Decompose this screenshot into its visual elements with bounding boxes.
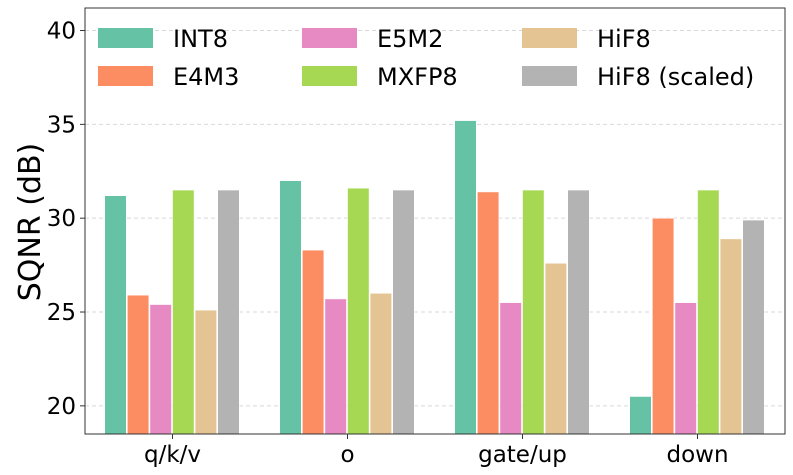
plot-frame [84,7,786,435]
bar-e5m2-gate-up [499,302,522,435]
legend-swatch [302,66,357,86]
x-tick-label: o [340,442,354,468]
bar-hif8-scaled-down [742,219,765,435]
legend-swatch [98,66,153,86]
x-tick-label: q/k/v [144,442,201,468]
x-axis-ticks: q/k/v o gate/up down [144,434,729,468]
legend-label: E5M2 [377,25,443,53]
bar-mxfp8-down [697,189,720,435]
bar-int8-o [279,180,302,435]
legend-label: MXFP8 [377,63,458,91]
bar-int8-gate-up [454,120,477,435]
x-tick-label: down [666,442,728,468]
bar-hif8-gate-up [544,262,567,435]
bar-hif8-down [719,238,742,435]
legend-swatch [302,28,357,48]
bars [104,120,765,435]
bar-hif8-scaled-o [392,189,415,435]
bar-int8-q-k-v [104,195,127,435]
y-tick-label: 40 [47,19,76,45]
y-tick-label: 35 [47,112,76,138]
bar-e5m2-q-k-v [149,304,172,435]
bar-hif8-q-k-v [194,309,218,435]
bar-e5m2-o [324,298,347,435]
legend: INT8 E4M3 E5M2 MXFP8 HiF8 HiF8 (scaled) [98,25,754,91]
y-axis-label: SQNR (dB) [13,143,48,302]
bar-mxfp8-gate-up [522,189,545,435]
y-axis-ticks: 20 25 30 35 40 [47,19,85,420]
legend-label: HiF8 (scaled) [597,63,754,91]
y-tick-label: 25 [47,300,76,326]
bar-e5m2-down [674,302,697,435]
bar-e4m3-gate-up [476,191,500,435]
bar-e4m3-o [301,249,325,435]
legend-swatch [98,28,153,48]
bar-mxfp8-q-k-v [172,189,195,435]
bar-int8-down [629,396,652,435]
bar-e4m3-down [651,217,675,435]
legend-label: HiF8 [597,25,651,53]
bar-hif8-scaled-q-k-v [217,189,240,435]
legend-swatch [522,66,577,86]
y-tick-label: 20 [47,394,76,420]
legend-label: INT8 [173,25,228,53]
bar-mxfp8-o [347,187,370,435]
bar-hif8-o [369,292,393,435]
bar-hif8-scaled-gate-up [567,189,590,435]
y-tick-label: 30 [47,206,76,232]
legend-swatch [522,28,577,48]
x-tick-label: gate/up [478,442,567,468]
legend-label: E4M3 [173,63,239,91]
bar-e4m3-q-k-v [127,294,150,435]
